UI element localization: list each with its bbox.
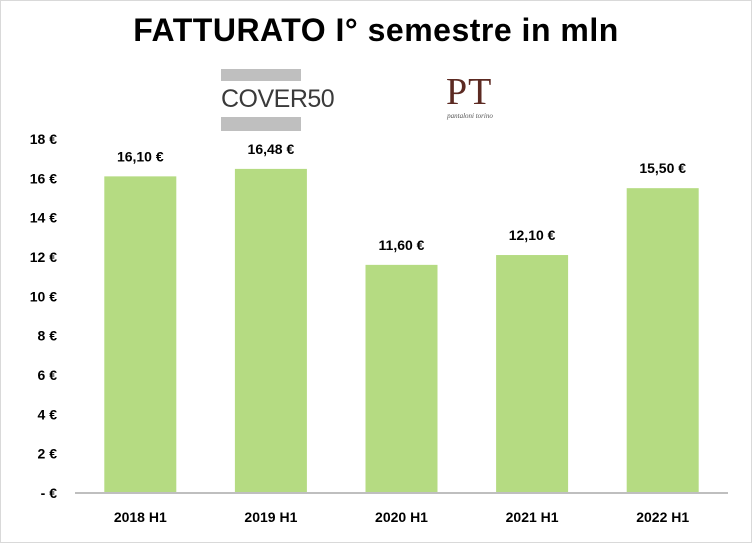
data-label: 11,60 € xyxy=(379,237,425,253)
cover50-logo-bottom-bar xyxy=(221,117,301,131)
y-axis-ticks: - € 2 € 4 € 6 € 8 € 10 € 12 € 14 € 16 € 18 € xyxy=(30,131,57,501)
pt-logo-subtitle: pantaloni torino xyxy=(447,112,493,120)
bar-2018-h1 xyxy=(104,176,177,493)
x-tick-label: 2020 H1 xyxy=(375,509,428,525)
y-tick-label: 16 € xyxy=(30,170,57,186)
bar-2022-h1 xyxy=(626,188,699,493)
bars xyxy=(104,168,699,494)
y-tick-label: - € xyxy=(41,485,58,501)
y-tick-label: 12 € xyxy=(30,249,57,265)
y-tick-label: 8 € xyxy=(38,328,58,344)
data-label: 15,50 € xyxy=(639,160,686,176)
bar-2019-h1 xyxy=(234,168,307,494)
y-tick-label: 18 € xyxy=(30,131,57,147)
bar-2020-h1 xyxy=(365,264,438,493)
y-tick-label: 2 € xyxy=(38,446,58,462)
pt-logo: PT pantaloni torino xyxy=(430,72,510,124)
y-tick-label: 14 € xyxy=(30,210,57,226)
x-tick-label: 2019 H1 xyxy=(244,509,297,525)
x-tick-label: 2021 H1 xyxy=(506,509,559,525)
cover50-logo-top-bar xyxy=(221,69,301,81)
data-label: 12,10 € xyxy=(509,227,556,243)
pt-logo-mark: PT xyxy=(446,71,493,113)
data-labels: 16,10 € 16,48 € 11,60 € 12,10 € 15,50 € xyxy=(117,141,686,253)
y-tick-label: 10 € xyxy=(30,288,57,304)
bar-2021-h1 xyxy=(496,255,569,493)
x-tick-label: 2018 H1 xyxy=(114,509,167,525)
x-axis-labels: 2018 H1 2019 H1 2020 H1 2021 H1 2022 H1 xyxy=(114,509,690,525)
x-tick-label: 2022 H1 xyxy=(636,509,689,525)
chart-title: FATTURATO I° semestre in mln xyxy=(133,12,619,48)
y-tick-label: 4 € xyxy=(38,406,58,422)
data-label: 16,48 € xyxy=(248,141,295,157)
data-label: 16,10 € xyxy=(117,148,164,164)
y-tick-label: 6 € xyxy=(38,367,58,383)
